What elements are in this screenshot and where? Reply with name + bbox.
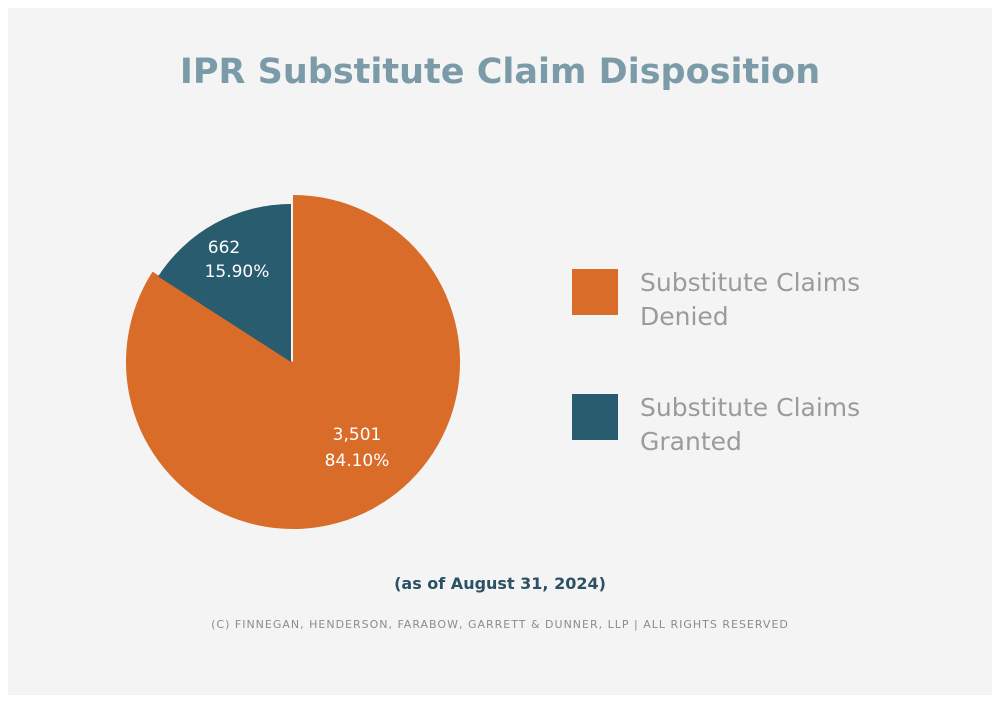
- copyright-footer: (C) FINNEGAN, HENDERSON, FARABOW, GARRET…: [211, 618, 789, 631]
- legend-swatch-denied: [572, 269, 618, 315]
- pie-slice-denied: [126, 195, 460, 529]
- legend-swatch-granted: [572, 394, 618, 440]
- legend-label-granted: Substitute Claims Granted: [640, 393, 861, 456]
- granted-percent-label: 15.90%: [205, 262, 270, 282]
- granted-value-label: 662: [208, 238, 240, 258]
- legend-label-denied: Substitute Claims Denied: [640, 268, 861, 331]
- legend-item-granted: Substitute Claims Granted: [572, 391, 900, 459]
- legend-item-denied: Substitute Claims Denied: [572, 266, 900, 334]
- chart-title: IPR Substitute Claim Disposition: [179, 52, 821, 92]
- denied-percent-label: 84.10%: [325, 451, 390, 471]
- as-of-date: (as of August 31, 2024): [394, 574, 606, 593]
- pie-slice-granted: [158, 204, 291, 362]
- denied-value-label: 3,501: [333, 425, 382, 445]
